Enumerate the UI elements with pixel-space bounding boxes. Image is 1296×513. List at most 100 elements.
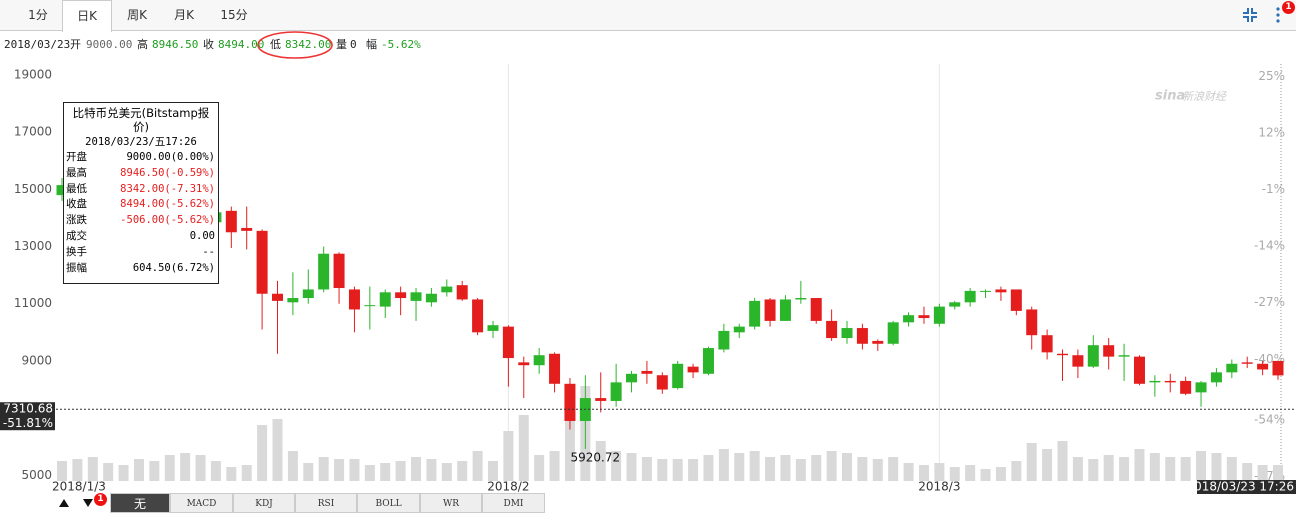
header-value: 0 [350,38,357,51]
arrow-buttons[interactable] [56,496,96,510]
volume-bar [1088,459,1099,481]
header-value: 9000.00 [86,38,133,51]
tab[interactable]: 15分 [220,8,248,22]
volume-bar [595,441,606,481]
volume-bar [1196,451,1207,481]
y2-tick-label: -1% [1262,182,1285,196]
tab[interactable]: 1分 [28,8,48,22]
volume-bar [842,453,853,481]
volume-bar [734,453,745,481]
candle-body [271,293,283,301]
candle-body [918,315,930,319]
indicator-tab[interactable]: DMI [482,493,545,513]
volume-bar [303,463,314,481]
volume-bar [1103,455,1114,481]
volume-bar [210,461,221,481]
volume-bar [1134,449,1145,481]
tooltip-value: 604.50(6.72%) [132,261,215,274]
volume-bar [487,461,498,481]
tooltip-rows: 开盘 9000.00(0.00%) 最高 8946.50(-0.59%) 最低 8342.… [64,150,218,276]
x-tick-label: 2018/2 [487,480,529,494]
candle-body [949,302,961,307]
indicator-tab[interactable]: BOLL [357,493,420,513]
tab[interactable]: 周K [127,8,147,22]
tab[interactable]: 月K [174,8,194,22]
collapse-icon[interactable] [1240,5,1260,25]
volume-bar [795,459,806,481]
y-tick-label: 17000 [14,125,52,139]
menu-icon[interactable] [1272,5,1284,25]
volume-bar [503,431,514,481]
tooltip-row: 成交 0.00 [64,229,218,245]
candle-body [980,290,992,292]
volume-bar [518,415,529,481]
tooltip-value: -506.00(-5.62%) [120,214,215,227]
candle-body [1103,345,1115,357]
candle-body [410,292,422,301]
candle-body [656,375,668,390]
volume-bar [872,459,883,481]
low-label: 5920.72 [571,450,621,464]
candle-body [456,285,468,300]
tab-active[interactable]: 日K [62,0,112,32]
volume-bar [1257,465,1268,481]
candle-body [56,185,68,196]
volume-bar [364,465,375,481]
crosshair-y2-label: -51.81% [3,416,53,430]
candle-body [487,325,499,331]
tooltip-row: 开盘 9000.00(0.00%) [64,150,218,166]
crosshair-y-label: 7310.68 [3,402,53,416]
volume-bar [287,451,298,481]
candle-body [872,340,884,344]
indicator-tab[interactable]: MACD [170,493,233,513]
volume-bar [1072,457,1083,481]
candle-body [395,292,407,299]
volume-bar [549,451,560,481]
volume-bar [888,457,899,481]
header-label: 开 [70,38,81,51]
candle-body [302,289,314,299]
x-tick-label: 2018/3 [918,480,960,494]
crosshair-x-box [1197,480,1296,494]
indicator-tab[interactable]: 无 [110,493,170,513]
y-tick-label: 9000 [21,353,52,367]
volume-bar [995,467,1006,481]
volume-bar [164,455,175,481]
candle-body [533,355,545,366]
tooltip-row: 振幅 604.50(6.72%) [64,261,218,277]
volume-bar [395,461,406,481]
tooltip-value: 8494.00(-5.62%) [120,198,215,211]
candle-body [379,292,391,307]
candle-body [1041,335,1053,353]
volume-bar [133,459,144,481]
header-label: 量 [336,38,347,51]
y-tick-label: 5000 [21,468,52,482]
badge: 1 [1282,1,1295,14]
y-tick-label: 13000 [14,239,52,253]
y2-tick-label: -54% [1254,413,1285,427]
header-date: 2018/03/23 [4,38,71,51]
indicator-tab[interactable]: WR [420,493,482,513]
indicator-tab[interactable]: RSI [295,493,357,513]
volume-bar [272,419,283,481]
volume-bar [1057,441,1068,481]
volume-bar [980,469,991,481]
tooltip-label: 振幅 [66,261,87,274]
indicator-tab[interactable]: KDJ [233,493,295,513]
volume-bar [1273,465,1283,481]
highlight-ellipse [257,31,333,59]
candle-body [1087,345,1099,367]
candle-body [472,299,484,333]
candle-body [795,298,807,300]
y-tick-label: 19000 [14,68,52,82]
volume-bar [780,455,791,481]
candle-body [287,298,299,303]
y-tick-label: 11000 [14,296,52,310]
crosshair-x-label: 2018/03/23 17:26 [1186,480,1294,494]
header-value: 8494.00 [218,38,265,51]
candle-body [1210,372,1222,383]
badge: 1 [94,493,107,506]
candle-body [518,362,530,366]
candle-body [1057,353,1069,356]
